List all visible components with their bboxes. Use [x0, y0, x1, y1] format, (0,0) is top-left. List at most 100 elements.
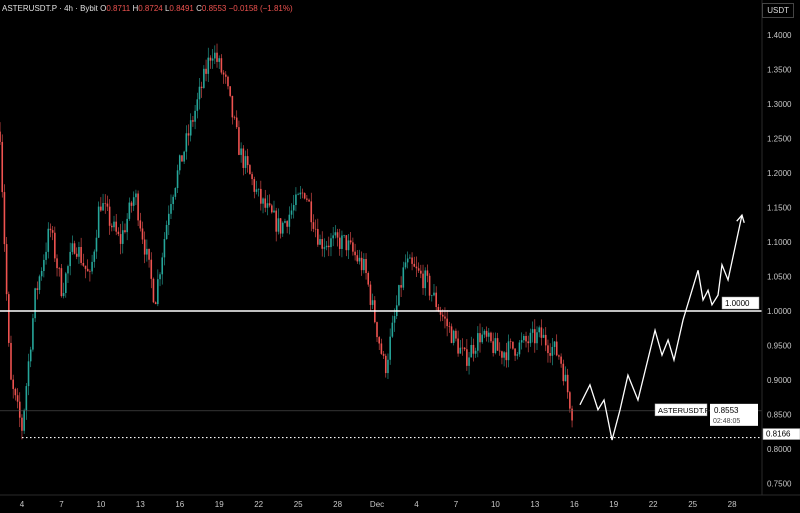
candle-up: [240, 148, 242, 155]
candle-down: [18, 401, 21, 418]
candle-down: [253, 179, 256, 192]
candle-down: [560, 356, 562, 364]
candle-up: [433, 292, 435, 296]
candle-down: [527, 341, 530, 344]
candle-up: [529, 332, 532, 344]
low-label: L: [164, 4, 170, 13]
candle-down: [115, 221, 117, 232]
candle-down: [229, 86, 231, 96]
candle-down: [192, 120, 194, 122]
candle-up: [93, 251, 96, 262]
candle-up: [71, 243, 74, 252]
candle-down: [301, 192, 304, 194]
candle-down: [100, 206, 102, 211]
candle-up: [516, 354, 519, 356]
currency-button[interactable]: USDT: [762, 3, 794, 18]
candle-up: [330, 238, 332, 248]
candle-down: [5, 244, 8, 295]
candle-up: [277, 218, 280, 232]
candle-down: [242, 148, 245, 168]
candle-down: [10, 342, 12, 380]
candle-up: [262, 198, 264, 204]
candle-up: [323, 247, 326, 249]
symbol-tag-box: [654, 403, 708, 417]
candle-down: [220, 58, 223, 73]
candle-up: [483, 330, 486, 335]
candle-down: [378, 337, 380, 344]
candle-down: [439, 311, 442, 315]
symbol-tag: ASTERUSDT.P: [658, 406, 710, 415]
candle-down: [413, 263, 416, 267]
price-tick-label: 0.9000: [767, 376, 792, 385]
candle-up: [255, 189, 258, 192]
candle-down: [303, 193, 306, 199]
candle-down: [501, 351, 503, 358]
candle-up: [189, 120, 192, 136]
candle-up: [196, 99, 199, 111]
candle-down: [84, 265, 87, 269]
candle-up: [244, 156, 247, 168]
price-tick-label: 1.3500: [767, 66, 792, 75]
candle-down: [569, 392, 571, 409]
candle-down: [58, 268, 61, 269]
candle-up: [257, 188, 260, 190]
candle-down: [80, 246, 82, 263]
price-axis[interactable]: 1.4000 1.3500 1.3000 1.2500 1.2000 1.1500 1.10…: [767, 31, 792, 489]
candle-up: [343, 235, 345, 236]
candle-down: [60, 268, 63, 297]
candle-down: [444, 316, 446, 319]
candle-down: [455, 330, 457, 339]
candle-down: [104, 203, 107, 204]
candle-up: [332, 235, 334, 239]
price-tick-label: 1.1500: [767, 204, 792, 213]
time-tick-label: Dec: [370, 500, 384, 509]
candle-up: [69, 251, 71, 267]
time-tick-label: 25: [294, 500, 303, 509]
candle-up: [542, 334, 545, 338]
candle-down: [227, 76, 229, 87]
price-tick-label: 1.1000: [767, 238, 792, 247]
candle-up: [404, 262, 407, 268]
high-value: 0.8724: [138, 4, 163, 13]
candle-up: [159, 274, 161, 280]
candle-up: [207, 57, 210, 74]
candle-down: [117, 231, 120, 235]
candle-up: [128, 202, 131, 219]
candles: [0, 43, 573, 440]
candle-down: [12, 379, 14, 389]
candle-up: [468, 357, 470, 366]
candle-down: [354, 251, 356, 256]
projection-arrow-icon: [736, 213, 745, 223]
projection-path[interactable]: [579, 214, 743, 441]
candle-down: [492, 341, 494, 354]
candle-down: [450, 326, 453, 343]
candle-down: [558, 355, 560, 357]
candle-down: [400, 285, 402, 288]
price-tick-label: 1.0000: [767, 307, 792, 316]
last-price-tag-box: [710, 403, 758, 426]
time-tick-label: 28: [333, 500, 342, 509]
candle-down: [428, 275, 431, 296]
candle-down: [14, 388, 17, 396]
candle-down: [472, 344, 475, 354]
candle-down: [566, 374, 569, 393]
candle-up: [174, 188, 177, 197]
time-axis[interactable]: 4 7 10 13 16 19 22 25 28 Dec 4 7 10 13 16 19 22 25 28: [20, 500, 737, 509]
candle-down: [498, 350, 501, 352]
candle-up: [297, 194, 299, 196]
candle-up: [178, 155, 181, 171]
candle-down: [56, 258, 58, 269]
candle-down: [124, 230, 126, 233]
candle-down: [317, 229, 319, 245]
candle-down: [308, 199, 310, 202]
time-tick-label: 19: [215, 500, 224, 509]
candle-up: [551, 346, 554, 356]
candle-up: [391, 322, 394, 337]
candle-up: [45, 251, 47, 260]
candle-up: [288, 214, 291, 227]
candle-down: [0, 131, 1, 142]
candle-down: [108, 206, 111, 226]
candle-down: [187, 133, 190, 136]
candle-down: [141, 228, 144, 240]
